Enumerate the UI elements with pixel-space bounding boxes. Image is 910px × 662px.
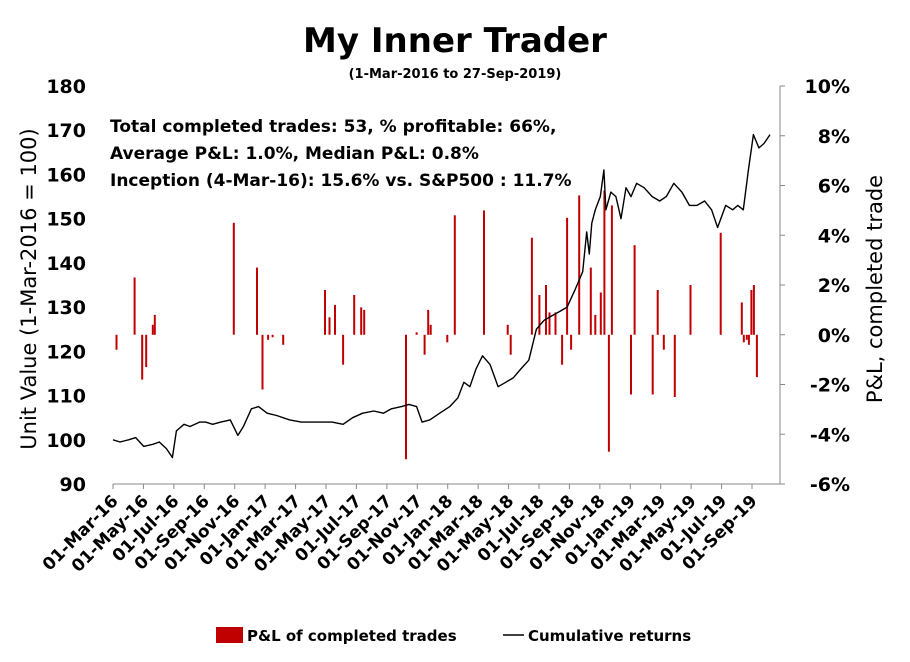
left-tick-label: 120 bbox=[46, 341, 86, 363]
pnl-bar bbox=[282, 334, 285, 345]
pnl-bar bbox=[538, 295, 541, 335]
pnl-bar bbox=[566, 217, 569, 335]
pnl-bar bbox=[656, 290, 659, 335]
pnl-bar bbox=[261, 334, 264, 390]
pnl-bar bbox=[530, 237, 533, 335]
left-tick-label: 180 bbox=[46, 76, 86, 98]
pnl-bar bbox=[755, 334, 758, 378]
chart-title: My Inner Trader bbox=[303, 21, 607, 61]
pnl-bar bbox=[742, 334, 745, 343]
left-tick-label: 110 bbox=[46, 386, 86, 408]
pnl-bar bbox=[594, 314, 597, 335]
right-tick-label: -4% bbox=[810, 424, 850, 446]
pnl-bar bbox=[509, 334, 512, 355]
pnl-bar bbox=[483, 210, 485, 335]
legend-bar-label: P&L of completed trades bbox=[247, 627, 457, 645]
right-tick-label: 10% bbox=[805, 76, 850, 98]
pnl-bar bbox=[328, 317, 331, 335]
left-tick-label: 140 bbox=[46, 253, 86, 275]
left-axis-ticks: 180 170 160 150 140 130 120 110 100 90 bbox=[46, 76, 86, 496]
pnl-bar bbox=[133, 277, 136, 335]
pnl-bar bbox=[115, 334, 118, 350]
pnl-bar bbox=[324, 290, 326, 335]
right-axis-label: P&L, completed trade bbox=[863, 175, 887, 403]
cumulative-returns-path bbox=[112, 133, 771, 459]
pnl-bar bbox=[554, 312, 557, 335]
pnl-bar bbox=[141, 334, 144, 380]
left-tick-label: 160 bbox=[46, 164, 86, 186]
right-tick-label: 0% bbox=[818, 325, 850, 347]
pnl-bar bbox=[752, 285, 755, 335]
legend-bar-swatch bbox=[216, 627, 243, 643]
pnl-bar bbox=[603, 190, 606, 335]
annotation-line-1: Total completed trades: 53, % profitable… bbox=[110, 117, 556, 137]
pnl-bars bbox=[115, 190, 758, 460]
pnl-bar bbox=[599, 292, 602, 335]
cumulative-returns-line bbox=[112, 133, 771, 459]
pnl-bar bbox=[342, 334, 345, 365]
pnl-bar bbox=[740, 302, 743, 335]
pnl-bar bbox=[589, 267, 592, 335]
pnl-bar bbox=[415, 332, 418, 335]
pnl-bar bbox=[545, 285, 547, 335]
pnl-bar bbox=[651, 334, 654, 395]
pnl-bar bbox=[360, 307, 363, 335]
pnl-bar bbox=[353, 295, 356, 335]
pnl-bar bbox=[673, 334, 676, 397]
pnl-bar bbox=[747, 334, 750, 345]
pnl-bar bbox=[427, 309, 430, 335]
pnl-bar bbox=[506, 324, 509, 335]
pnl-bar bbox=[561, 334, 564, 365]
pnl-bar bbox=[633, 245, 636, 335]
right-tick-label: 8% bbox=[818, 126, 850, 148]
pnl-bar bbox=[334, 304, 336, 335]
left-tick-label: 150 bbox=[46, 209, 86, 231]
pnl-bar bbox=[630, 334, 632, 395]
pnl-bar bbox=[689, 285, 692, 335]
pnl-bar bbox=[145, 334, 148, 368]
legend-line-label: Cumulative returns bbox=[528, 627, 691, 645]
x-axis-ticks: 01-Mar-1601-May-1601-Jul-1601-Sep-1601-N… bbox=[39, 484, 762, 577]
right-tick-label: 2% bbox=[818, 275, 850, 297]
pnl-bar bbox=[578, 195, 581, 335]
legend: P&L of completed trades Cumulative retur… bbox=[216, 627, 691, 645]
pnl-bar bbox=[429, 324, 432, 335]
left-tick-label: 100 bbox=[46, 430, 86, 452]
pnl-bar bbox=[232, 222, 235, 335]
left-tick-label: 130 bbox=[46, 297, 86, 319]
pnl-bar bbox=[153, 314, 156, 335]
pnl-bar bbox=[662, 334, 665, 350]
pnl-bar bbox=[271, 334, 274, 338]
left-tick-label: 170 bbox=[46, 120, 86, 142]
annotation-line-3: Inception (4-Mar-16): 15.6% vs. S&P500 :… bbox=[110, 171, 572, 191]
pnl-bar bbox=[570, 334, 573, 350]
pnl-bar bbox=[363, 309, 366, 335]
right-tick-label: -2% bbox=[810, 375, 850, 397]
right-tick-label: -6% bbox=[810, 474, 850, 496]
pnl-bar bbox=[610, 205, 613, 335]
pnl-bar bbox=[256, 267, 258, 335]
pnl-bar bbox=[745, 334, 748, 340]
pnl-bar bbox=[446, 334, 449, 343]
pnl-bar bbox=[548, 312, 551, 335]
right-tick-label: 6% bbox=[818, 176, 850, 198]
pnl-bar bbox=[405, 334, 407, 460]
pnl-bar bbox=[607, 334, 610, 452]
pnl-bar bbox=[750, 290, 753, 335]
chart-subtitle: (1-Mar-2016 to 27-Sep-2019) bbox=[349, 67, 562, 82]
pnl-bar bbox=[719, 232, 722, 335]
pnl-bar bbox=[151, 324, 154, 335]
pnl-bar bbox=[423, 334, 426, 355]
right-axis-ticks: 10% 8% 6% 4% 2% 0% -2% -4% -6% bbox=[780, 76, 850, 496]
left-axis-label: Unit Value (1-Mar-2016 = 100) bbox=[17, 128, 41, 449]
pnl-bar bbox=[453, 215, 456, 335]
right-tick-label: 4% bbox=[818, 225, 850, 247]
pnl-bar bbox=[267, 334, 270, 340]
left-tick-label: 90 bbox=[60, 474, 86, 496]
annotation-line-2: Average P&L: 1.0%, Median P&L: 0.8% bbox=[110, 144, 479, 164]
